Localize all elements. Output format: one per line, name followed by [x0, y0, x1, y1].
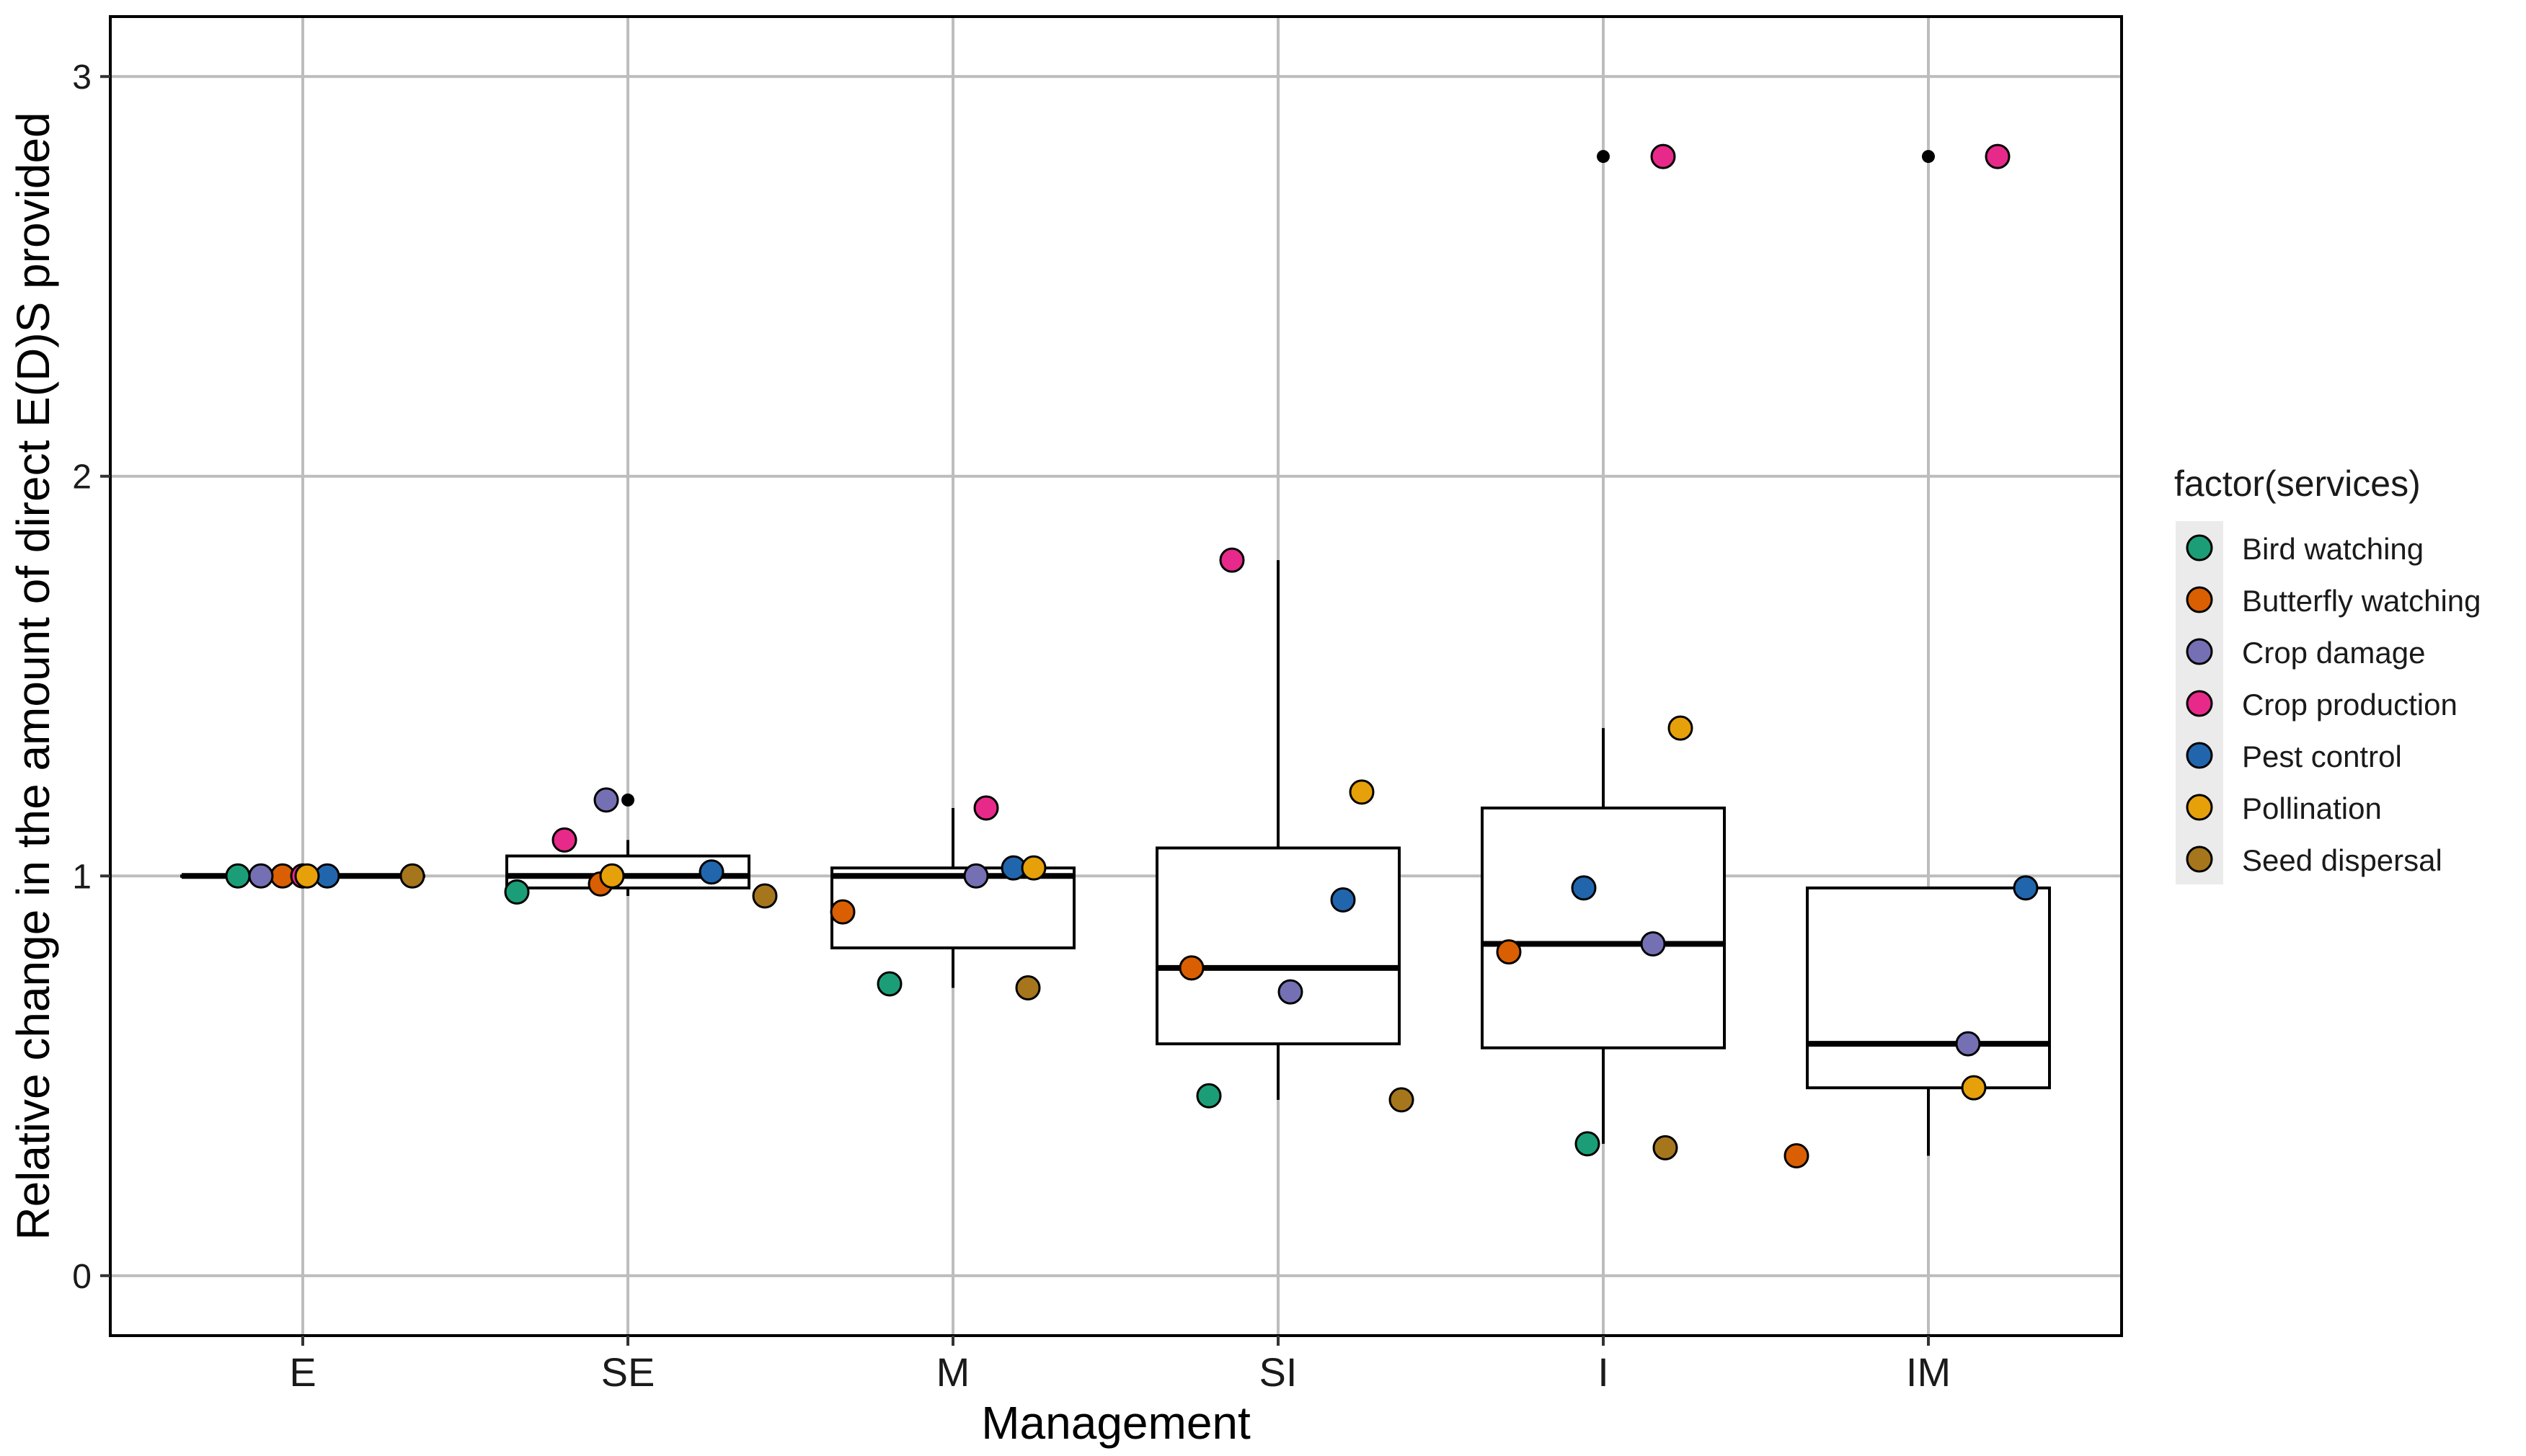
point-bird-watching-I	[1574, 1131, 1600, 1157]
legend-entries: Bird watching Butterfly watching Crop dama…	[2186, 532, 2481, 877]
box-M	[830, 866, 1076, 950]
box-IM	[1806, 886, 2051, 1090]
point-seed-dispersal-E	[399, 863, 425, 889]
point-pollination-SI	[1349, 779, 1375, 805]
point-seed-dispersal-SE	[752, 883, 778, 909]
legend-label-6: Seed dispersal	[2242, 843, 2442, 877]
legend-label-3: Crop production	[2242, 688, 2458, 722]
point-crop-damage-IM	[1955, 1031, 1981, 1057]
legend-label-2: Crop damage	[2242, 636, 2425, 670]
point-pest-control-SI	[1330, 887, 1356, 913]
point-butterfly-watching-SI	[1179, 955, 1205, 981]
legend-key-1	[2186, 586, 2213, 613]
legend-label-0: Bird watching	[2242, 532, 2424, 566]
legend-key-6	[2186, 845, 2213, 873]
point-crop-damage-I	[1640, 931, 1666, 957]
x-axis-title: Management	[981, 1397, 1251, 1449]
y-tick-label-1: 1	[72, 858, 92, 896]
y-tick-label-2: 2	[72, 458, 92, 497]
point-butterfly-watching-IM	[1783, 1142, 1809, 1168]
point-pollination-E	[294, 863, 320, 889]
x-tick-label-M: M	[936, 1349, 970, 1395]
point-crop-production-M	[973, 795, 999, 821]
legend-key-4	[2186, 742, 2213, 769]
legend-label-1: Butterfly watching	[2242, 584, 2481, 618]
point-bird-watching-SE	[504, 879, 530, 905]
point-pollination-I	[1667, 715, 1693, 741]
point-layer	[225, 143, 2039, 1168]
point-bird-watching-SI	[1196, 1083, 1222, 1109]
grid-layer	[110, 17, 2122, 1336]
outlier-I-0	[1597, 150, 1610, 164]
panel-border	[109, 15, 2123, 1337]
point-pest-control-I	[1571, 875, 1597, 901]
legend-title: factor(services)	[2174, 463, 2421, 504]
axis-layer: 0 1 2 3 E SE M SI I IM	[72, 58, 1951, 1395]
legend-key-3	[2186, 690, 2213, 717]
legend-label-5: Pollination	[2242, 791, 2382, 825]
point-seed-dispersal-M	[1015, 975, 1041, 1001]
point-seed-dispersal-I	[1652, 1135, 1678, 1160]
y-tick-label-0: 0	[72, 1258, 92, 1296]
point-pollination-SE	[599, 863, 625, 889]
legend: factor(services) Bird watching Butterfly …	[2174, 463, 2481, 884]
x-tick-label-SE: SE	[601, 1349, 655, 1395]
box-layer	[180, 150, 2051, 1156]
box-SI	[1156, 846, 1401, 1046]
outlier-SE-0	[621, 793, 634, 807]
y-axis-title: Relative change in the amount of direct …	[7, 112, 59, 1240]
point-pollination-M	[1021, 855, 1047, 881]
x-tick-label-IM: IM	[1906, 1349, 1951, 1395]
point-butterfly-watching-I	[1496, 939, 1522, 965]
x-tick-label-I: I	[1597, 1349, 1609, 1395]
legend-key-2	[2186, 638, 2213, 665]
y-tick-label-3: 3	[72, 58, 92, 97]
point-crop-damage-SE	[593, 787, 619, 813]
point-crop-production-IM	[1985, 143, 2011, 169]
point-crop-production-SI	[1219, 547, 1245, 573]
point-crop-damage-SI	[1277, 979, 1303, 1005]
point-seed-dispersal-SI	[1388, 1087, 1414, 1113]
x-tick-label-SI: SI	[1259, 1349, 1298, 1395]
point-bird-watching-M	[877, 971, 903, 997]
legend-label-4: Pest control	[2242, 740, 2402, 773]
point-crop-damage-E	[248, 863, 274, 889]
point-butterfly-watching-M	[830, 899, 856, 925]
point-crop-production-SE	[551, 827, 577, 853]
point-pollination-IM	[1961, 1075, 1987, 1101]
outlier-IM-0	[1922, 150, 1935, 164]
x-tick-label-E: E	[289, 1349, 316, 1395]
point-bird-watching-E	[225, 863, 251, 889]
point-pest-control-SE	[699, 859, 724, 885]
point-crop-production-I	[1650, 143, 1676, 169]
legend-key-5	[2186, 794, 2213, 821]
point-crop-damage-M	[963, 863, 989, 889]
point-pest-control-IM	[2013, 875, 2039, 901]
box-I	[1481, 807, 1726, 1049]
legend-key-0	[2186, 534, 2213, 561]
